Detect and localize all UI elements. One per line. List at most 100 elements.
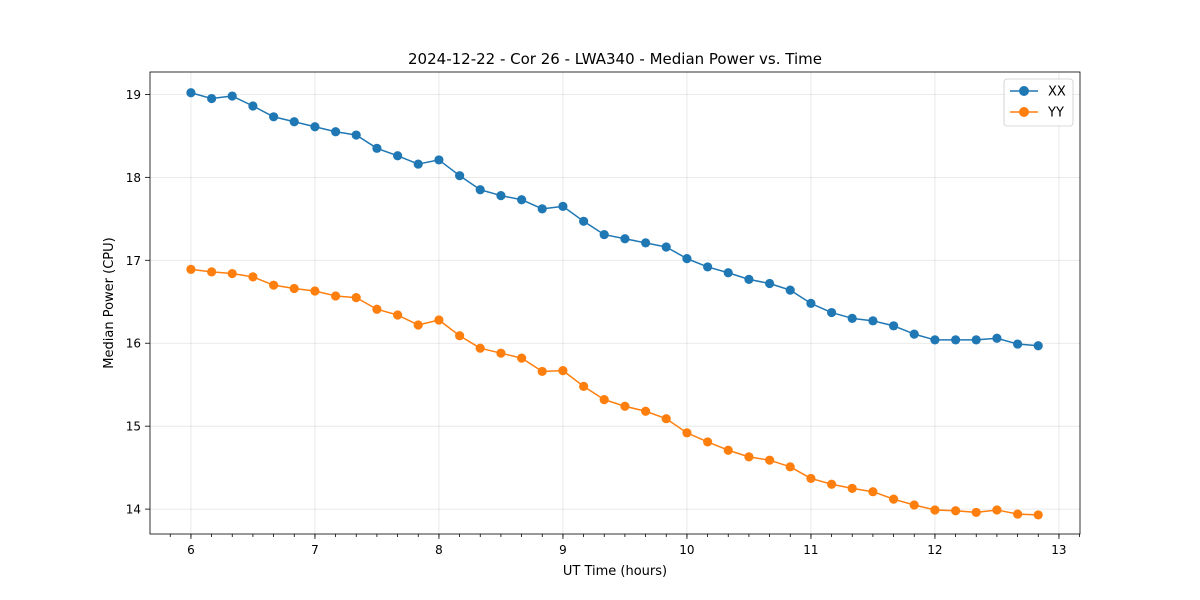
- plot-frame: [149, 71, 1081, 535]
- y-tick-label: 18: [126, 171, 141, 185]
- data-point-xx: [331, 127, 341, 137]
- data-point-xx: [930, 335, 940, 345]
- data-point-yy: [889, 494, 899, 504]
- data-point-xx: [558, 201, 568, 211]
- data-point-yy: [620, 401, 630, 411]
- grid: [150, 72, 1080, 534]
- data-point-yy: [310, 286, 320, 296]
- data-point-yy: [475, 343, 485, 353]
- data-point-yy: [537, 366, 547, 377]
- data-point-yy: [393, 310, 403, 320]
- data-point-xx: [289, 117, 299, 127]
- data-point-yy: [372, 304, 382, 314]
- series-xx: [186, 88, 1043, 351]
- plot-area-background: [150, 72, 1080, 534]
- data-point-yy: [517, 353, 527, 363]
- data-point-yy: [248, 272, 258, 282]
- data-point-yy: [186, 264, 196, 275]
- data-point-yy: [868, 487, 878, 497]
- data-point-xx: [951, 335, 961, 345]
- y-tick-label: 17: [126, 254, 141, 268]
- data-point-xx: [661, 242, 671, 252]
- data-point-xx: [599, 229, 609, 240]
- data-point-yy: [1033, 510, 1043, 520]
- data-point-xx: [186, 88, 196, 98]
- x-tick-label: 11: [803, 543, 818, 557]
- data-point-yy: [827, 479, 837, 489]
- data-point-yy: [1013, 509, 1023, 519]
- legend-label-yy: YY: [1047, 106, 1064, 121]
- data-point-xx: [475, 185, 485, 195]
- data-point-yy: [785, 462, 795, 472]
- x-tick-label: 7: [311, 543, 319, 557]
- x-tick-label: 8: [435, 543, 443, 557]
- data-point-xx: [1013, 339, 1023, 349]
- x-tick-label: 12: [927, 543, 942, 557]
- data-point-yy: [930, 505, 940, 515]
- y-tick-label: 16: [126, 337, 141, 351]
- data-point-yy: [971, 507, 981, 518]
- legend: XX YY: [1003, 78, 1074, 127]
- x-tick-label: 9: [559, 543, 567, 557]
- data-point-yy: [413, 320, 423, 330]
- legend-label-xx: XX: [1048, 85, 1066, 100]
- data-point-yy: [269, 280, 279, 290]
- data-point-yy: [992, 505, 1002, 515]
- data-point-yy: [765, 455, 775, 465]
- data-point-xx: [413, 159, 423, 169]
- data-point-yy: [951, 506, 961, 516]
- data-point-xx: [682, 254, 692, 264]
- data-point-xx: [971, 335, 981, 345]
- y-axis: 14 15 16 17 18 19: [126, 88, 150, 517]
- y-axis-label: Median Power (CPU): [102, 237, 117, 368]
- data-point-yy: [351, 293, 361, 303]
- data-point-yy: [289, 283, 299, 294]
- series-yy: [186, 264, 1043, 520]
- data-point-xx: [909, 329, 919, 339]
- data-point-xx: [248, 101, 258, 111]
- series-layer: [186, 88, 1043, 520]
- data-point-yy: [744, 452, 754, 462]
- data-point-xx: [744, 274, 754, 284]
- data-point-xx: [889, 321, 899, 331]
- x-tick-label: 13: [1051, 543, 1066, 557]
- data-point-xx: [620, 234, 630, 244]
- data-point-yy: [599, 395, 609, 405]
- data-point-yy: [227, 268, 237, 279]
- data-point-xx: [785, 285, 795, 295]
- data-point-yy: [682, 428, 692, 438]
- data-point-xx: [269, 112, 279, 122]
- data-point-xx: [537, 204, 547, 214]
- data-point-xx: [579, 216, 589, 226]
- x-axis-label: UT Time (hours): [563, 564, 667, 579]
- y-tick-label: 14: [126, 503, 141, 517]
- data-point-xx: [806, 298, 816, 309]
- x-axis: 6 7 8 9 10 11 12 13: [169, 534, 1080, 557]
- data-point-yy: [331, 291, 341, 301]
- data-point-yy: [909, 500, 919, 510]
- data-point-yy: [434, 315, 444, 325]
- data-point-yy: [558, 366, 568, 376]
- data-point-yy: [641, 406, 651, 416]
- y-tick-label: 15: [126, 420, 141, 434]
- data-point-yy: [723, 445, 733, 455]
- data-point-xx: [393, 151, 403, 161]
- data-point-yy: [579, 381, 589, 391]
- y-tick-label: 19: [126, 88, 141, 102]
- data-point-yy: [455, 331, 465, 341]
- x-tick-label: 10: [679, 543, 694, 557]
- data-point-xx: [723, 268, 733, 278]
- x-tick-label: 6: [187, 543, 195, 557]
- data-point-xx: [227, 91, 237, 101]
- data-point-xx: [641, 238, 651, 248]
- data-point-yy: [703, 437, 713, 447]
- legend-marker-yy: [1019, 107, 1029, 117]
- data-point-yy: [496, 348, 506, 358]
- data-point-xx: [372, 143, 382, 153]
- data-point-xx: [207, 93, 217, 104]
- data-point-xx: [517, 195, 527, 205]
- data-point-xx: [351, 130, 361, 140]
- data-point-xx: [434, 155, 444, 165]
- data-point-xx: [496, 190, 506, 201]
